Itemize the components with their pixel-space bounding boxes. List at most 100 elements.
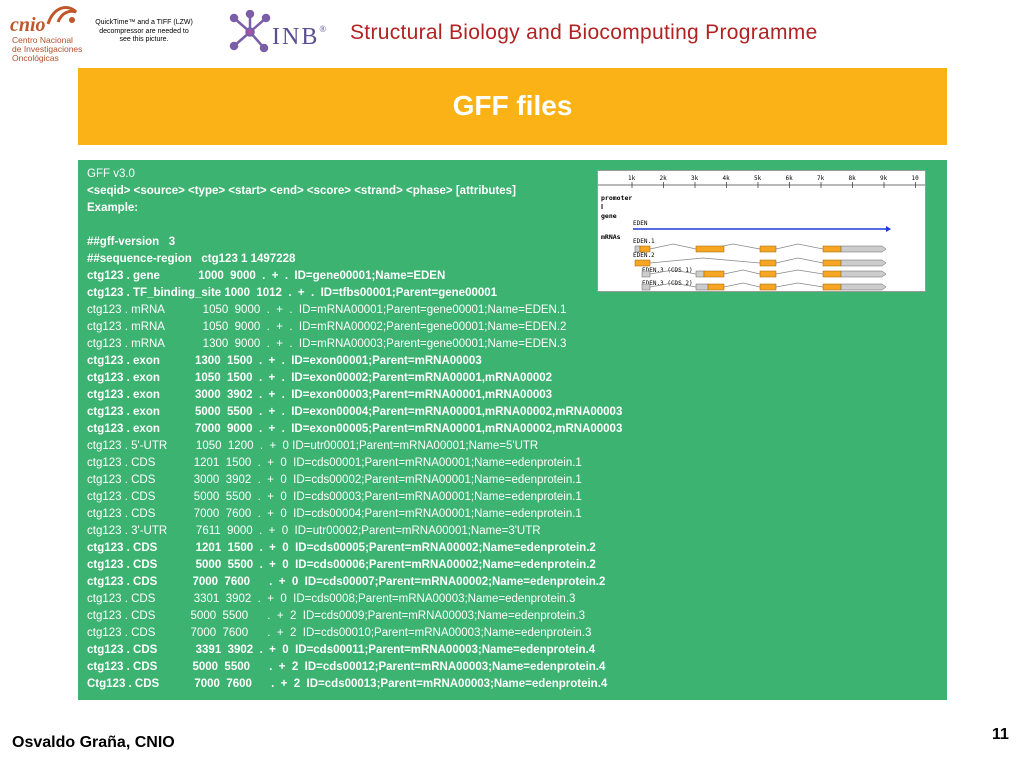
exon-block [822, 283, 842, 291]
inb-molecule-icon [229, 10, 271, 53]
inb-wordmark: INB [272, 24, 320, 50]
gff-line: ctg123 . CDS 3301 3902 . + 0 ID=cds0008;… [87, 593, 576, 605]
utr-block [840, 283, 887, 291]
title-banner: GFF files [78, 68, 947, 145]
inb-logo-text: INB® [272, 24, 328, 51]
ruler-tick-label: 3k [691, 175, 699, 182]
gene-structure-svg: 1k 2k 3k 4k 5k 6k 7k 8k 9k 10 promoter gene mRNAs… [598, 175, 925, 291]
exon-block [759, 259, 777, 267]
gff-line: ctg123 . exon 5000 5500 . + . ID=exon000… [87, 406, 623, 418]
registered-mark: ® [319, 24, 329, 34]
gene-name-label: EDEN [633, 220, 648, 227]
gff-line: ctg123 . 3'-UTR 7611 9000 . + 0 ID=utr00… [87, 525, 541, 537]
utr-block [695, 283, 709, 291]
gff-line: ctg123 . CDS 1201 1500 . + 0 ID=cds00001… [87, 457, 582, 469]
cnio-subtitle: Centro Nacional de Investigaciones Oncol… [12, 36, 92, 63]
exon-block [703, 270, 725, 278]
mrna-track-eden-3-cds2 [641, 282, 887, 291]
gff-line: ##gff-version 3 [87, 236, 176, 248]
gff-line: ctg123 . exon 1050 1500 . + . ID=exon000… [87, 372, 553, 384]
gff-line: ctg123 . mRNA 1050 9000 . + . ID=mRNA000… [87, 321, 567, 333]
cnio-wordmark: cnio [10, 14, 46, 36]
utr-block [641, 270, 651, 278]
intron-lines [649, 269, 824, 275]
gff-line: Example: [87, 202, 139, 214]
gff-line: ctg123 . mRNA 1050 9000 . + . ID=mRNA000… [87, 304, 567, 316]
mrna-track-eden-1 [634, 243, 887, 253]
gff-line: ctg123 . CDS 3391 3902 . + 0 ID=cds00011… [87, 644, 596, 656]
cnio-subtitle-line: de Investigaciones [12, 44, 83, 54]
author-credit: Osvaldo Graña, CNIO [12, 734, 175, 751]
gff-line: Ctg123 . CDS 7000 7600 . + 2 ID=cds00013… [87, 678, 608, 690]
ruler-tick-label: 7k [817, 175, 825, 182]
exon-block [759, 245, 777, 253]
exon-block [822, 259, 842, 267]
gff-line: ctg123 . CDS 5000 5500 . + 2 ID=cds0009;… [87, 610, 585, 622]
ruler-tick-label: 2k [660, 175, 668, 182]
ruler-ticks: 1k 2k 3k 4k 5k 6k 7k 8k 9k 10 [628, 175, 919, 188]
gff-line: ctg123 . CDS 3000 3902 . + 0 ID=cds00002… [87, 474, 582, 486]
gene-arrow-head [886, 226, 891, 232]
ruler-tick-label: 10 [912, 175, 920, 182]
gff-line: ctg123 . CDS 1201 1500 . + 0 ID=cds00005… [87, 542, 596, 554]
ruler-tick-label: 8k [849, 175, 857, 182]
gff-line: ctg123 . CDS 5000 5500 . + 0 ID=cds00006… [87, 559, 596, 571]
utr-block [840, 259, 887, 267]
mrna-label: EDEN.2 [633, 252, 655, 259]
cnio-subtitle-line: Centro Nacional [12, 35, 73, 45]
gff-line: ##sequence-region ctg123 1 1497228 [87, 253, 296, 265]
gff-line: ctg123 . exon 7000 9000 . + . ID=exon000… [87, 423, 623, 435]
utr-block [695, 270, 705, 278]
exon-block [707, 283, 725, 291]
gff-line: ctg123 . CDS 7000 7600 . + 2 ID=cds00010… [87, 627, 592, 639]
gff-line: ctg123 . gene 1000 9000 . + . ID=gene000… [87, 270, 446, 282]
utr-block [840, 270, 887, 278]
utr-block [840, 245, 887, 253]
mrna-label: EDEN.1 [633, 238, 655, 245]
exon-block [759, 283, 777, 291]
mrna-track-eden-2 [634, 257, 887, 267]
gff-line [87, 217, 622, 234]
exon-block [759, 270, 777, 278]
gff-line: ctg123 . mRNA 1300 9000 . + . ID=mRNA000… [87, 338, 567, 350]
utr-block [641, 283, 651, 291]
exon-block [822, 270, 842, 278]
ruler-tick-label: 9k [880, 175, 888, 182]
ruler-tick-label: 4k [723, 175, 731, 182]
mrna-label: EDEN.3 (CDS 1) [642, 267, 693, 274]
ruler-tick-label: 6k [786, 175, 794, 182]
gff-example-lines: GFF v3.0 <seqid> <source> <type> <start> … [87, 166, 622, 693]
gff-content-panel: GFF v3.0 <seqid> <source> <type> <start> … [78, 160, 947, 700]
gff-line: ctg123 . CDS 5000 5500 . + 0 ID=cds00003… [87, 491, 582, 503]
exon-block [634, 259, 651, 267]
intron-lines [649, 257, 824, 264]
gff-line: ctg123 . 5'-UTR 1050 1200 . + 0 ID=utr00… [87, 440, 539, 452]
gff-line: <seqid> <source> <type> <start> <end> <s… [87, 185, 516, 197]
slide-title: GFF files [452, 90, 573, 121]
track-label-promoter: promoter [601, 194, 632, 202]
exon-block [639, 245, 651, 253]
gene-structure-figure: 1k 2k 3k 4k 5k 6k 7k 8k 9k 10 promoter gene mRNAs… [597, 170, 926, 292]
gff-line: ctg123 . CDS 7000 7600 . + 0 ID=cds00007… [87, 576, 606, 588]
exon-block [695, 245, 725, 253]
gff-line: ctg123 . exon 3000 3902 . + . ID=exon000… [87, 389, 553, 401]
cnio-subtitle-line: Oncológicas [12, 53, 59, 63]
mrna-label: EDEN.3 (CDS 2) [642, 280, 693, 287]
ruler-tick-label: 5k [754, 175, 762, 182]
gff-line: ctg123 . CDS 7000 7600 . + 0 ID=cds00004… [87, 508, 582, 520]
mrna-track-eden-3-cds1 [641, 269, 887, 278]
exon-block [822, 245, 842, 253]
program-title: Structural Biology and Biocomputing Prog… [350, 21, 818, 44]
track-label-mrnas: mRNAs [601, 233, 621, 241]
ruler-tick-label: 1k [628, 175, 636, 182]
track-label-gene: gene [601, 212, 617, 220]
gff-line: GFF v3.0 [87, 168, 135, 180]
quicktime-placeholder-note: QuickTime™ and a TIFF (LZW) decompressor… [95, 19, 193, 43]
intron-lines [649, 282, 824, 288]
intron-lines [649, 243, 824, 250]
cnio-logo: cnio Centro Nacional de Investigaciones … [4, 2, 82, 68]
page-number: 11 [992, 726, 1009, 743]
utr-block [634, 245, 641, 253]
cnio-swirl-icon [46, 6, 78, 25]
gff-line: ctg123 . TF_binding_site 1000 1012 . + .… [87, 287, 498, 299]
